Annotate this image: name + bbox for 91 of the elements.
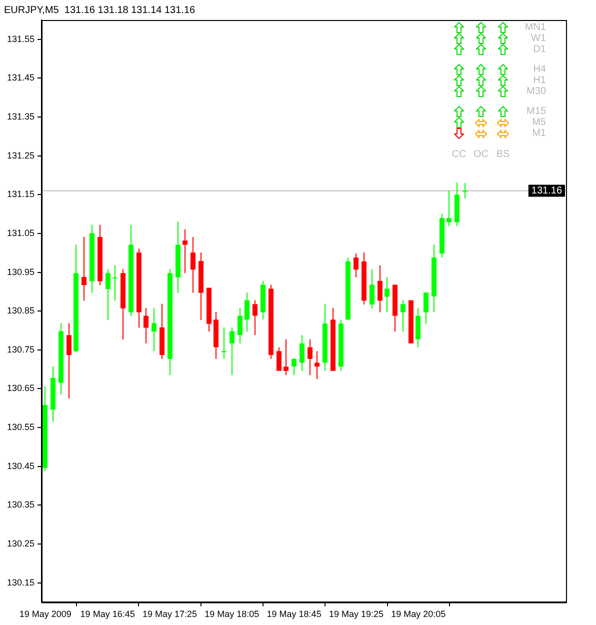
candlestick <box>330 308 336 371</box>
candlestick <box>106 269 110 320</box>
text: M1 <box>531 128 546 139</box>
y-tick-label: 130.35 <box>6 500 35 510</box>
text: H1 <box>532 75 546 86</box>
x-tick-label: 19 May 20:05 <box>391 609 446 620</box>
candlestick <box>462 183 468 199</box>
y-tick-label: 130.95 <box>6 266 35 277</box>
candlestick <box>112 265 118 301</box>
candlestick <box>160 304 164 359</box>
candlestick <box>206 288 212 332</box>
candlestick <box>384 276 390 312</box>
candlestick <box>408 300 414 344</box>
chart-title: EURJPY,M5 131.16 131.18 131.14 131.16 <box>4 4 196 16</box>
candlestick <box>222 327 226 359</box>
candlestick <box>362 252 366 304</box>
candlestick <box>338 320 344 371</box>
text: M15 <box>526 106 546 117</box>
candlestick <box>440 214 444 258</box>
y-tick-label: 131.05 <box>6 228 35 238</box>
candlestick <box>230 327 234 376</box>
y-tick-label: 130.15 <box>6 577 35 588</box>
candlestick <box>314 351 320 380</box>
x-tick-label: 19 May 17:25 <box>142 609 198 620</box>
y-tick-label: 130.45 <box>6 460 35 471</box>
x-tick-label: 19 May 19:25 <box>328 609 384 620</box>
candlestick <box>136 248 142 328</box>
candlestick <box>42 386 48 472</box>
candlestick <box>74 244 78 352</box>
text: OC <box>472 149 490 160</box>
y-tick-label: 130.55 <box>6 422 35 432</box>
candlestick <box>400 300 406 332</box>
candlestick <box>58 323 64 395</box>
y-tick-label: 130.65 <box>6 383 35 394</box>
x-tick-label: 19 May 18:45 <box>266 609 322 620</box>
candlestick <box>168 269 172 376</box>
annotation: CC <box>450 149 468 160</box>
candlestick <box>260 280 266 320</box>
candlestick <box>244 292 250 332</box>
x-tick-label: 19 May 18:05 <box>204 609 260 620</box>
candlestick <box>190 236 196 293</box>
candlestick <box>214 312 218 359</box>
candlestick <box>144 308 148 344</box>
candlestick <box>98 224 102 286</box>
candlestick <box>66 323 72 398</box>
candlestick <box>292 358 296 376</box>
candlestick <box>322 304 328 371</box>
text: H4 <box>532 64 546 75</box>
text: MN1 <box>524 22 546 33</box>
candlestick <box>182 229 188 274</box>
y-tick-label: 131.45 <box>6 72 35 83</box>
candlestick <box>90 224 94 293</box>
candlestick <box>176 221 180 293</box>
candlestick <box>416 308 420 348</box>
candlestick <box>128 224 134 316</box>
y-tick-label: 131.25 <box>6 150 35 160</box>
candlestick <box>370 269 374 308</box>
candlestick <box>378 265 382 312</box>
candlestick <box>276 347 282 371</box>
y-tick-label: 131.15 <box>6 189 35 200</box>
x-tick-label: 19 May 2009 <box>19 609 72 620</box>
candlestick <box>454 182 460 226</box>
candlestick <box>300 335 304 371</box>
y-tick-label: 130.85 <box>6 306 35 316</box>
candlestick <box>392 284 398 332</box>
y-tick-label: 130.75 <box>6 344 35 354</box>
candlestick <box>308 339 312 376</box>
candlestick <box>82 236 86 301</box>
candlestick <box>152 308 156 352</box>
text: M5 <box>531 117 546 128</box>
text: D1 <box>532 44 546 55</box>
y-tick-label: 130.25 <box>6 538 35 548</box>
text: W1 <box>530 33 546 44</box>
y-tick-label: 131.55 <box>6 34 35 44</box>
candlestick <box>268 284 274 359</box>
candlestick <box>432 244 436 312</box>
candlestick <box>346 258 350 320</box>
candlestick <box>284 339 288 376</box>
candlestick <box>354 254 358 278</box>
candlestick <box>424 292 428 324</box>
text: BS <box>495 149 511 160</box>
y-tick-label: 131.35 <box>6 112 35 122</box>
candlestick <box>238 308 242 344</box>
candlestick <box>50 366 56 422</box>
ref-line-label: 131.16 <box>531 186 562 197</box>
candlestick <box>446 190 452 226</box>
x-tick-label: 19 May 16:45 <box>80 609 135 620</box>
candlestick <box>120 269 126 340</box>
candlestick <box>198 252 204 320</box>
text: M30 <box>526 86 546 97</box>
candlestick <box>252 300 258 336</box>
